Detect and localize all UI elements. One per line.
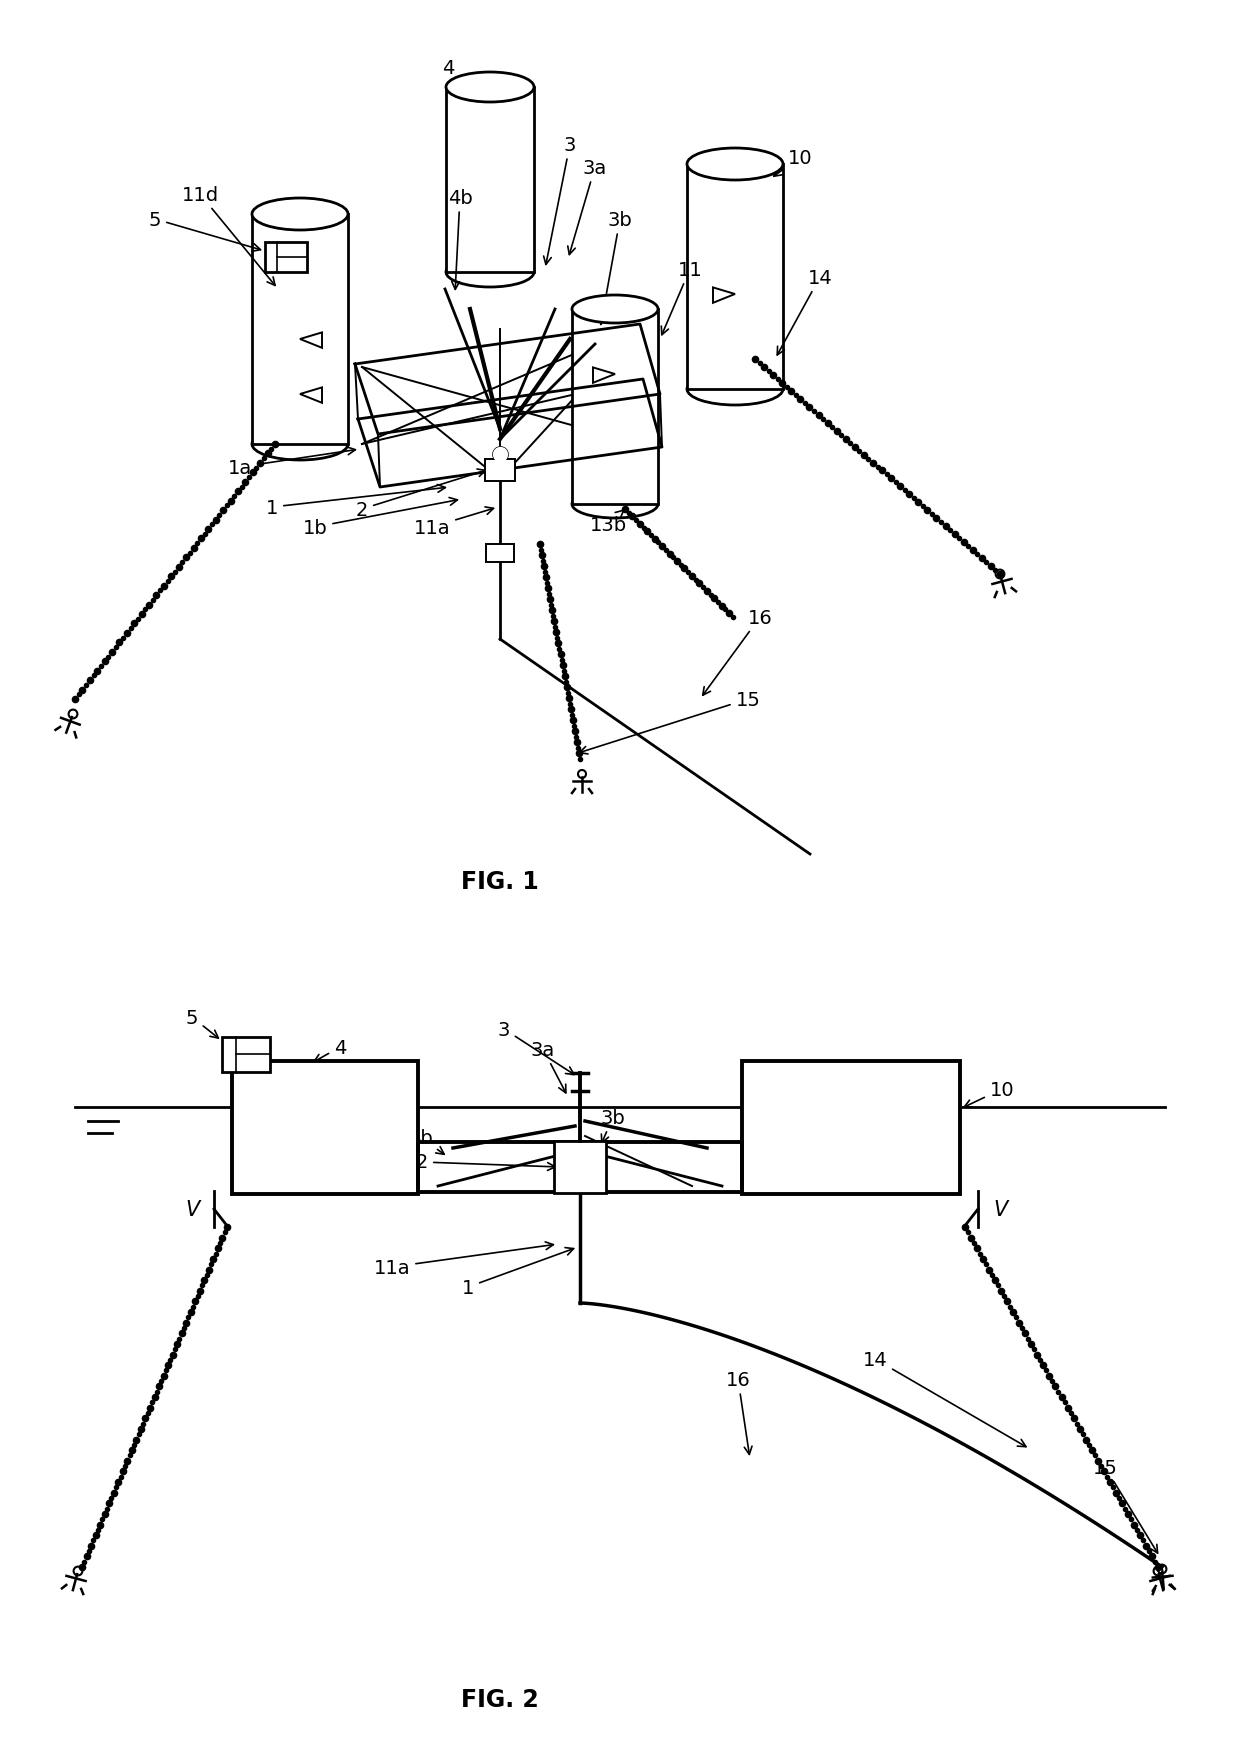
Text: 2: 2	[356, 469, 486, 519]
Text: 10: 10	[965, 1080, 1014, 1108]
Ellipse shape	[446, 72, 534, 102]
Text: V: V	[185, 1200, 200, 1219]
Bar	[232, 1062, 418, 1194]
Text: 1b: 1b	[303, 497, 458, 538]
Text: 3: 3	[497, 1020, 574, 1074]
Text: 11d: 11d	[181, 185, 275, 286]
Text: 3: 3	[543, 136, 577, 265]
Polygon shape	[300, 333, 322, 349]
Bar	[554, 1141, 606, 1192]
Bar	[572, 310, 658, 505]
Text: 1: 1	[461, 1247, 574, 1297]
Polygon shape	[713, 288, 735, 303]
Bar	[486, 545, 515, 563]
Ellipse shape	[687, 374, 782, 406]
Text: 4: 4	[314, 1037, 346, 1062]
Polygon shape	[355, 325, 660, 434]
Text: 4b: 4b	[408, 1127, 444, 1155]
Ellipse shape	[687, 148, 782, 182]
Text: 3a: 3a	[568, 159, 608, 256]
Polygon shape	[300, 388, 322, 404]
Text: 5: 5	[186, 1007, 218, 1039]
Text: 4: 4	[441, 58, 472, 92]
Text: 11: 11	[661, 261, 702, 335]
Text: 10: 10	[774, 148, 812, 176]
Text: V: V	[993, 1200, 1007, 1219]
Text: 16: 16	[703, 609, 773, 695]
Ellipse shape	[446, 258, 534, 288]
Text: 15: 15	[1092, 1457, 1158, 1552]
Text: 14: 14	[777, 268, 832, 356]
Text: 4b: 4b	[448, 189, 472, 291]
Text: FIG. 1: FIG. 1	[461, 870, 539, 894]
Text: 16: 16	[725, 1369, 751, 1455]
Bar	[485, 460, 515, 482]
Bar	[446, 88, 534, 273]
Text: 14: 14	[863, 1349, 1025, 1446]
Text: 1: 1	[265, 485, 445, 517]
Text: 13b: 13b	[589, 510, 626, 534]
Text: 11a: 11a	[373, 1242, 553, 1277]
Bar	[252, 215, 348, 445]
Bar	[222, 1037, 270, 1073]
Text: 3b: 3b	[600, 1108, 625, 1143]
Polygon shape	[358, 379, 662, 487]
Ellipse shape	[252, 199, 348, 231]
Text: 1a: 1a	[228, 448, 356, 478]
Polygon shape	[593, 369, 615, 383]
Text: 5: 5	[149, 210, 260, 252]
Text: 2: 2	[415, 1154, 556, 1171]
Ellipse shape	[572, 490, 658, 519]
Text: 15: 15	[579, 690, 760, 755]
Bar	[265, 243, 308, 273]
Text: 11a: 11a	[414, 508, 494, 538]
Ellipse shape	[252, 429, 348, 460]
Text: FIG. 2: FIG. 2	[461, 1686, 539, 1711]
Bar	[742, 1062, 960, 1194]
Text: 3b: 3b	[599, 210, 632, 325]
Text: 3a: 3a	[531, 1041, 565, 1094]
Ellipse shape	[572, 296, 658, 325]
Bar	[687, 164, 782, 390]
